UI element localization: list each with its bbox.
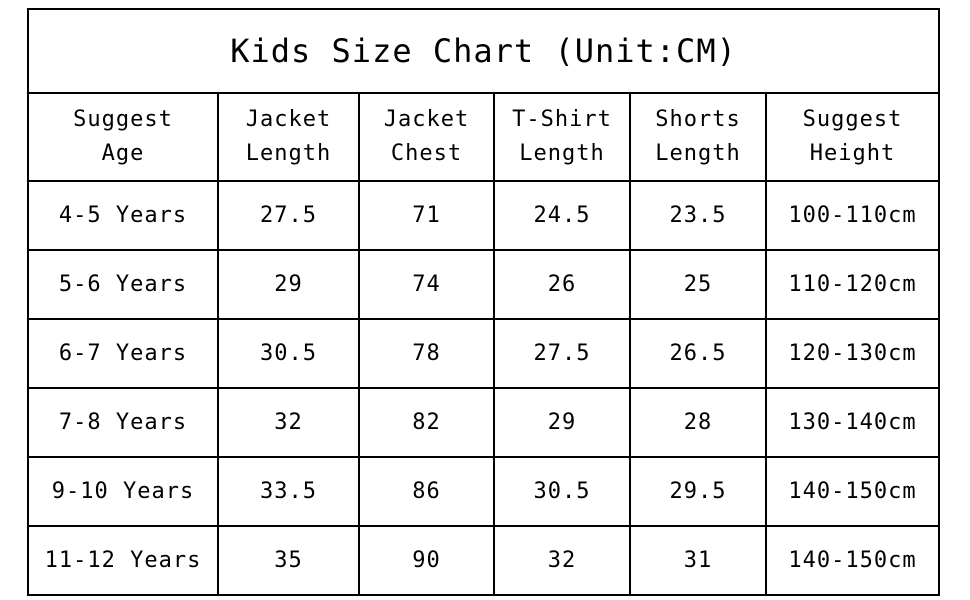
header-line: Chest [390,141,463,166]
cell-jacket-length: 33.5 [217,456,360,527]
header-line: Height [809,141,896,166]
title-row: Kids Size Chart (Unit:CM) [26,8,941,94]
cell-jacket-chest: 90 [358,525,495,596]
cell-shorts-length: 25 [629,249,767,320]
table-row: 9-10 Years 33.5 86 30.5 29.5 140-150cm [27,456,941,527]
cell-jacket-length: 29 [217,249,360,320]
cell-height: 110-120cm [764,249,941,320]
cell-age: 11-12 Years [27,525,219,596]
header-line: Shorts [655,107,741,132]
cell-jacket-chest: 86 [358,456,495,527]
header-jacket-chest: Jacket Chest [358,92,495,182]
cell-age: 6-7 Years [27,318,219,389]
header-jacket-length: Jacket Length [217,92,360,182]
header-shorts-length: Shorts Length [629,92,767,182]
cell-shorts-length: 23.5 [629,180,767,251]
table-row: 4-5 Years 27.5 71 24.5 23.5 100-110cm [27,180,941,251]
header-line: Jacket [245,107,332,132]
chart-title: Kids Size Chart (Unit:CM) [26,8,941,94]
header-line: Length [519,141,605,166]
header-suggest-age: Suggest Age [27,92,219,182]
header-line: Jacket [383,107,470,132]
cell-jacket-chest: 82 [358,387,495,458]
cell-tshirt-length: 26 [493,249,631,320]
table-row: 5-6 Years 29 74 26 25 110-120cm [27,249,941,320]
header-row: Suggest Age Jacket Length Jacket Chest T… [27,92,941,182]
cell-height: 120-130cm [764,318,941,389]
header-line: Length [655,141,741,166]
cell-age: 7-8 Years [27,387,219,458]
table-row: 6-7 Years 30.5 78 27.5 26.5 120-130cm [27,318,941,389]
cell-age: 4-5 Years [27,180,219,251]
header-line: Suggest [802,107,903,132]
cell-shorts-length: 29.5 [629,456,767,527]
cell-jacket-length: 30.5 [217,318,360,389]
cell-height: 140-150cm [764,456,941,527]
cell-tshirt-length: 30.5 [493,456,631,527]
cell-age: 9-10 Years [27,456,219,527]
cell-tshirt-length: 24.5 [493,180,631,251]
header-line: Age [101,141,145,166]
header-line: Length [245,141,332,166]
cell-jacket-chest: 78 [358,318,495,389]
table-row: 11-12 Years 35 90 32 31 140-150cm [27,525,941,596]
header-suggest-height: Suggest Height [764,92,941,182]
cell-jacket-length: 27.5 [217,180,360,251]
cell-jacket-length: 32 [217,387,360,458]
cell-jacket-chest: 71 [358,180,495,251]
cell-tshirt-length: 29 [493,387,631,458]
cell-jacket-length: 35 [217,525,360,596]
header-line: Suggest [73,107,173,132]
cell-height: 130-140cm [764,387,941,458]
cell-tshirt-length: 27.5 [493,318,631,389]
header-tshirt-length: T-Shirt Length [493,92,631,182]
cell-shorts-length: 28 [629,387,767,458]
header-line: T-Shirt [512,107,612,132]
table-row: 7-8 Years 32 82 29 28 130-140cm [27,387,941,458]
size-chart-table: Kids Size Chart (Unit:CM) Suggest Age Ja… [26,8,941,596]
cell-height: 100-110cm [764,180,941,251]
cell-shorts-length: 26.5 [629,318,767,389]
cell-age: 5-6 Years [27,249,219,320]
cell-jacket-chest: 74 [358,249,495,320]
cell-shorts-length: 31 [629,525,767,596]
cell-tshirt-length: 32 [493,525,631,596]
cell-height: 140-150cm [764,525,941,596]
